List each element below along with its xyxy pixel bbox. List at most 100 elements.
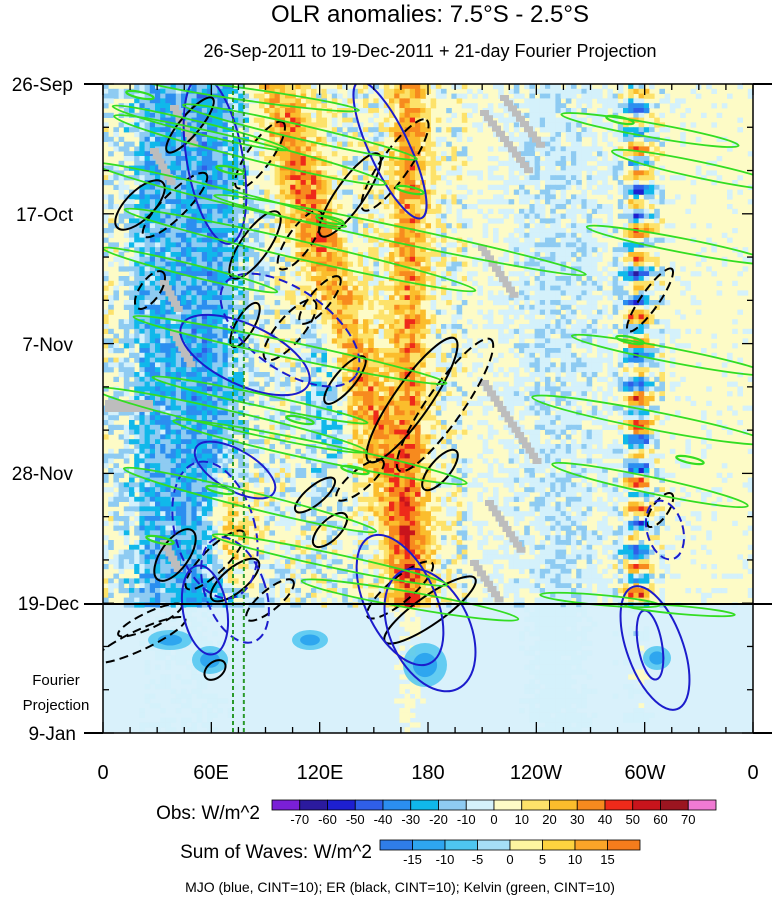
anomaly-cell — [357, 304, 364, 310]
anomaly-cell — [586, 256, 593, 262]
anomaly-cell — [139, 160, 145, 166]
anomaly-cell — [581, 146, 587, 152]
anomaly-cell — [664, 300, 671, 306]
anomaly-cell — [217, 146, 223, 152]
anomaly-cell — [149, 228, 156, 234]
anomaly-cell — [628, 266, 634, 272]
anomaly-cell — [633, 324, 639, 330]
anomaly-cell — [118, 357, 125, 363]
anomaly-cell — [155, 184, 161, 190]
anomaly-cell — [363, 132, 369, 138]
anomaly-cell — [316, 117, 322, 123]
anomaly-cell — [415, 367, 421, 373]
anomaly-cell — [685, 343, 691, 349]
anomaly-cell — [222, 295, 229, 301]
anomaly-cell — [545, 175, 551, 181]
anomaly-cell — [212, 362, 218, 368]
anomaly-cell — [394, 372, 400, 378]
anomaly-cell — [534, 362, 541, 368]
anomaly-cell — [539, 204, 546, 210]
anomaly-cell — [529, 256, 535, 262]
anomaly-cell — [233, 338, 239, 344]
anomaly-cell — [207, 295, 213, 301]
anomaly-cell — [337, 381, 343, 387]
anomaly-cell — [108, 88, 114, 94]
anomaly-cell — [175, 237, 182, 243]
anomaly-cell — [311, 266, 317, 272]
anomaly-cell — [279, 112, 286, 118]
anomaly-cell — [430, 160, 437, 166]
anomaly-cell — [695, 271, 702, 277]
anomaly-cell — [191, 295, 197, 301]
anomaly-cell — [191, 266, 197, 272]
anomaly-cell — [170, 304, 177, 310]
anomaly-cell — [550, 151, 556, 157]
anomaly-cell — [633, 357, 639, 363]
anomaly-cell — [222, 319, 229, 325]
anomaly-cell — [212, 218, 218, 224]
anomaly-cell — [160, 295, 166, 301]
anomaly-cell — [586, 146, 593, 152]
anomaly-cell — [633, 223, 639, 229]
anomaly-cell — [529, 141, 535, 147]
anomaly-cell — [103, 357, 109, 363]
anomaly-cell — [134, 319, 140, 325]
anomaly-cell — [368, 88, 374, 94]
anomaly-cell — [441, 93, 447, 99]
anomaly-cell — [217, 223, 223, 229]
anomaly-cell — [451, 271, 457, 277]
anomaly-cell — [165, 367, 171, 373]
anomaly-cell — [181, 372, 187, 378]
anomaly-cell — [139, 84, 145, 90]
anomaly-cell — [602, 276, 608, 282]
anomaly-cell — [649, 357, 655, 363]
anomaly-cell — [467, 338, 473, 344]
anomaly-cell — [139, 247, 145, 253]
anomaly-cell — [555, 348, 561, 354]
anomaly-cell — [602, 357, 608, 363]
anomaly-cell — [513, 189, 520, 195]
anomaly-cell — [222, 194, 229, 200]
anomaly-cell — [155, 180, 161, 186]
anomaly-cell — [186, 324, 192, 330]
anomaly-cell — [409, 376, 416, 382]
anomaly-cell — [409, 208, 416, 214]
anomaly-cell — [233, 141, 239, 147]
anomaly-cell — [217, 352, 223, 358]
anomaly-cell — [524, 242, 530, 248]
anomaly-cell — [607, 93, 613, 99]
anomaly-cell — [389, 165, 395, 171]
anomaly-cell — [420, 319, 426, 325]
anomaly-cell — [545, 199, 551, 205]
anomaly-cell — [363, 175, 369, 181]
anomaly-cell — [191, 348, 197, 354]
anomaly-cell — [394, 271, 400, 277]
anomaly-cell — [399, 352, 405, 358]
anomaly-cell — [695, 328, 702, 334]
anomaly-cell — [170, 314, 177, 320]
anomaly-cell — [207, 343, 213, 349]
anomaly-cell — [201, 367, 208, 373]
anomaly-cell — [503, 372, 509, 378]
anomaly-cell — [144, 136, 151, 142]
anomaly-cell — [539, 362, 546, 368]
anomaly-cell — [607, 170, 613, 176]
anomaly-cell — [290, 160, 296, 166]
anomaly-cell — [144, 204, 151, 210]
anomaly-cell — [571, 309, 577, 315]
anomaly-cell — [638, 223, 645, 229]
anomaly-cell — [103, 213, 109, 219]
anomaly-cell — [149, 343, 156, 349]
anomaly-cell — [305, 213, 312, 219]
anomaly-cell — [571, 362, 577, 368]
anomaly-cell — [560, 117, 567, 123]
anomaly-cell — [134, 300, 140, 306]
anomaly-cell — [175, 180, 182, 186]
anomaly-cell — [524, 175, 530, 181]
anomaly-cell — [144, 343, 151, 349]
anomaly-cell — [581, 194, 587, 200]
anomaly-cell — [503, 295, 509, 301]
anomaly-cell — [160, 88, 166, 94]
anomaly-cell — [165, 165, 171, 171]
anomaly-cell — [508, 232, 515, 238]
